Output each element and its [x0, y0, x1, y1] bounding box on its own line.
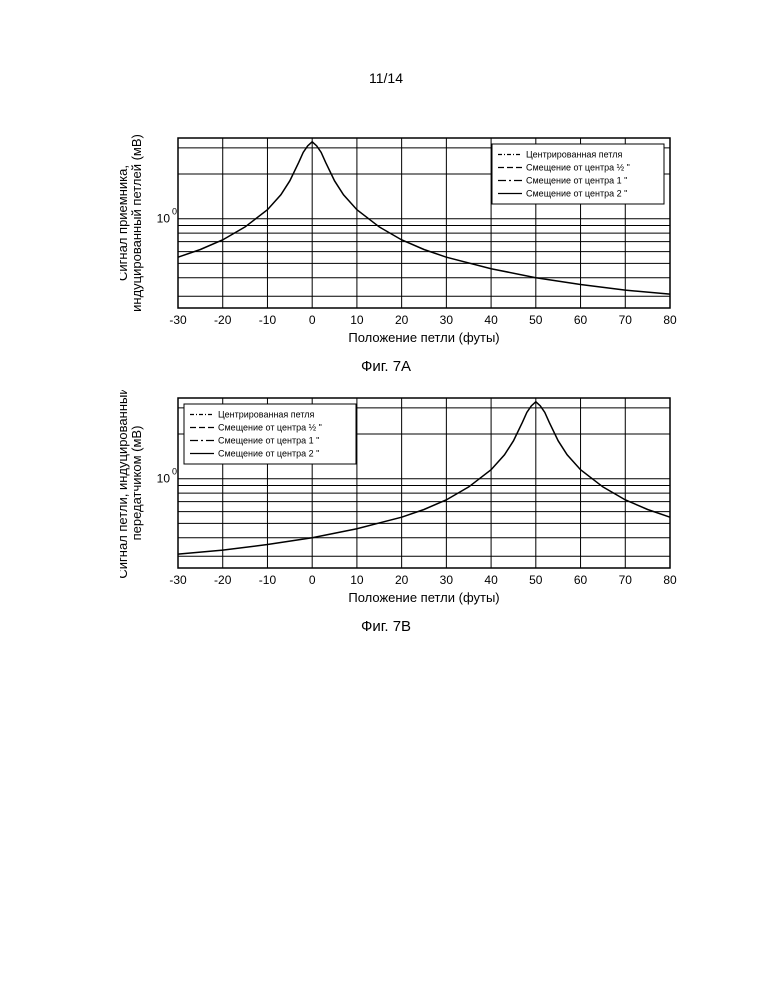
x-tick-label: 0: [309, 313, 316, 327]
legend-label: Смещение от центра ½ ": [526, 163, 630, 173]
x-tick-label: 80: [663, 573, 677, 587]
x-axis-label: Положение петли (футы): [348, 330, 499, 345]
x-tick-label: 50: [529, 313, 543, 327]
x-tick-label: -30: [169, 573, 187, 587]
legend-label: Смещение от центра 2 ": [218, 449, 319, 459]
x-tick-label: 40: [484, 313, 498, 327]
x-tick-label: -20: [214, 573, 232, 587]
x-tick-label: -30: [169, 313, 187, 327]
x-tick-label: 60: [574, 313, 588, 327]
chart-svg: -30-20-1001020304050607080100Центрирован…: [120, 390, 680, 610]
legend-label: Смещение от центра ½ ": [218, 423, 322, 433]
legend-label: Смещение от центра 2 ": [526, 189, 627, 199]
x-tick-label: 60: [574, 573, 588, 587]
x-axis-label: Положение петли (футы): [348, 590, 499, 605]
x-tick-label: 80: [663, 313, 677, 327]
x-tick-label: 70: [619, 313, 633, 327]
y-tick-exponent: 0: [172, 467, 177, 477]
legend-label: Смещение от центра 1 ": [526, 176, 627, 186]
x-tick-label: -10: [259, 573, 277, 587]
x-tick-label: 20: [395, 313, 409, 327]
page-number: 11/14: [0, 70, 772, 86]
x-tick-label: 20: [395, 573, 409, 587]
x-tick-label: 30: [440, 313, 454, 327]
x-tick-label: 10: [350, 573, 364, 587]
y-tick-exponent: 0: [172, 207, 177, 217]
caption-b: Фиг. 7B: [0, 618, 772, 635]
chart-a: -30-20-1001020304050607080100Центрирован…: [120, 130, 680, 350]
y-axis-label: Сигнал приемника,индуцированный петлей (…: [120, 134, 144, 312]
x-tick-label: 40: [484, 573, 498, 587]
y-tick-label: 10: [157, 472, 171, 486]
chart-b: -30-20-1001020304050607080100Центрирован…: [120, 390, 680, 610]
legend-label: Центрированная петля: [218, 410, 315, 420]
legend-label: Центрированная петля: [526, 150, 623, 160]
chart-svg: -30-20-1001020304050607080100Центрирован…: [120, 130, 680, 350]
x-tick-label: 30: [440, 573, 454, 587]
y-axis-label: Сигнал петли, индуцированныйпередатчиком…: [120, 390, 144, 579]
legend-label: Смещение от центра 1 ": [218, 436, 319, 446]
x-tick-label: -10: [259, 313, 277, 327]
caption-a: Фиг. 7A: [0, 358, 772, 375]
x-tick-label: -20: [214, 313, 232, 327]
x-tick-label: 0: [309, 573, 316, 587]
x-tick-label: 70: [619, 573, 633, 587]
x-tick-label: 10: [350, 313, 364, 327]
y-tick-label: 10: [157, 212, 171, 226]
x-tick-label: 50: [529, 573, 543, 587]
